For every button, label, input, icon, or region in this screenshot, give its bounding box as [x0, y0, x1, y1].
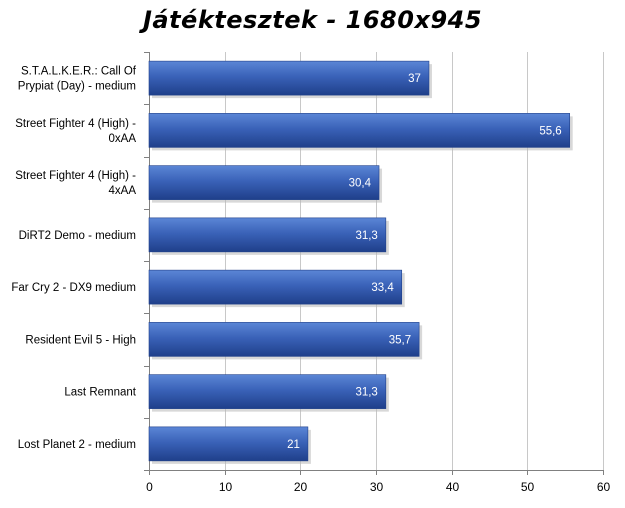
bars: 37 55,6 30,4 31,3 33,4 35,7 31,3 21	[148, 60, 573, 464]
category-label: Street Fighter 4 (High) -	[15, 170, 136, 182]
x-tick-label: 40	[446, 480, 460, 494]
data-label: 33,4	[371, 282, 394, 294]
bar	[148, 374, 387, 409]
category-label: S.T.A.L.K.E.R.: Call Of	[21, 66, 137, 78]
x-tick-label: 50	[521, 480, 535, 494]
x-tick-label: 10	[219, 480, 233, 494]
category-label: 0xAA	[109, 133, 137, 145]
category-label: Far Cry 2 - DX9 medium	[11, 282, 136, 294]
x-tick-label: 20	[294, 480, 308, 494]
category-label: Street Fighter 4 (High) -	[15, 118, 136, 130]
category-label: Resident Evil 5 - High	[25, 334, 136, 346]
x-axis-ticks: 0 10 20 30 40 50 60	[144, 52, 611, 494]
bar	[148, 113, 571, 148]
x-tick-label: 0	[146, 480, 153, 494]
category-label: Last Remnant	[64, 387, 136, 399]
data-label: 31,3	[355, 230, 377, 242]
category-labels: S.T.A.L.K.E.R.: Call Of Prypiat (Day) - m…	[11, 66, 136, 451]
bar	[148, 322, 420, 357]
data-label: 21	[287, 439, 300, 451]
data-label: 37	[408, 73, 421, 85]
data-label: 31,3	[355, 387, 377, 399]
chart-title: Játéktesztek - 1680x945	[142, 6, 483, 34]
bar	[148, 60, 430, 96]
data-label: 35,7	[389, 334, 411, 346]
category-label: Lost Planet 2 - medium	[18, 439, 136, 451]
bar	[148, 217, 387, 253]
category-label: Prypiat (Day) - medium	[18, 81, 136, 93]
x-tick-label: 60	[597, 480, 611, 494]
data-label: 30,4	[349, 178, 372, 190]
bar	[148, 269, 403, 305]
category-label: DiRT2 Demo - medium	[19, 230, 136, 242]
bar	[148, 426, 309, 462]
x-tick-label: 30	[370, 480, 384, 494]
bar	[148, 165, 380, 200]
data-label: 55,6	[539, 125, 561, 137]
category-label: 4xAA	[109, 185, 137, 197]
